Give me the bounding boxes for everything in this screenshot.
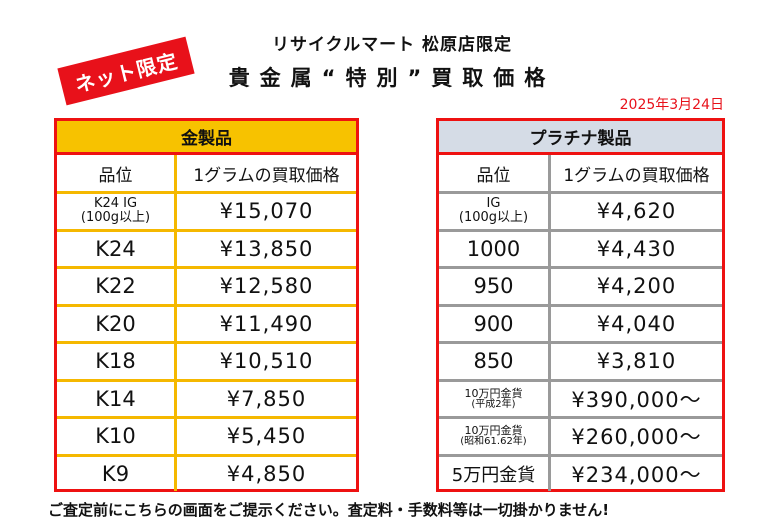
- price-cell: ¥234,000〜: [571, 462, 702, 487]
- table-row: 10万円金貨 (平成2年) ¥390,000〜: [439, 378, 722, 416]
- platinum-price-table: プラチナ製品 品位 1グラムの買取価格 IG (100g以上) ¥4,620 10…: [436, 118, 725, 492]
- price-column-header: 1グラムの買取価格: [563, 165, 710, 186]
- grade-cell: K10: [57, 419, 177, 454]
- table-row: K22 ¥12,580: [57, 266, 356, 304]
- grade-column-header: 品位: [439, 155, 551, 191]
- grade-cell: K24: [57, 231, 177, 266]
- grade-cell: K9: [57, 456, 177, 491]
- grade-cell: K22: [57, 269, 177, 304]
- table-row: 5万円金貨 ¥234,000〜: [439, 453, 722, 491]
- price-cell: ¥260,000〜: [571, 425, 702, 450]
- grade-cell: K20: [57, 306, 177, 341]
- table-row: K9 ¥4,850: [57, 453, 356, 491]
- grade-cell: 1000: [439, 231, 551, 266]
- grade-cell: 950: [439, 269, 551, 304]
- price-cell: ¥10,510: [219, 349, 314, 374]
- table-row: K10 ¥5,450: [57, 416, 356, 454]
- table-row: 950 ¥4,200: [439, 266, 722, 304]
- table-row: 850 ¥3,810: [439, 341, 722, 379]
- grade-cell: 10万円金貨 (平成2年): [439, 381, 551, 416]
- price-cell: ¥4,200: [596, 274, 677, 299]
- footer-notice: ご査定前にこちらの画面をご提示ください。査定料・手数料等は一切掛かりません!: [48, 501, 610, 519]
- grade-cell: K14: [57, 381, 177, 416]
- table-row: K24 ¥13,850: [57, 228, 356, 266]
- grade-cell: 10万円金貨 (昭和61.62年): [439, 419, 551, 454]
- price-cell: ¥13,850: [219, 236, 314, 261]
- price-cell: ¥11,490: [219, 311, 314, 336]
- platinum-column-header: 品位 1グラムの買取価格: [439, 155, 722, 191]
- grade-cell: K24 IG (100g以上): [57, 194, 177, 229]
- shop-title: リサイクルマート 松原店限定: [271, 35, 513, 55]
- grade-cell: IG (100g以上): [439, 194, 551, 229]
- price-cell: ¥4,040: [596, 311, 677, 336]
- gold-column-header: 品位 1グラムの買取価格: [57, 155, 356, 191]
- table-row: K24 IG (100g以上) ¥15,070: [57, 191, 356, 229]
- table-row: K20 ¥11,490: [57, 303, 356, 341]
- platinum-table-title: プラチナ製品: [439, 121, 722, 155]
- table-row: 10万円金貨 (昭和61.62年) ¥260,000〜: [439, 416, 722, 454]
- grade-cell: K18: [57, 344, 177, 379]
- price-cell: ¥4,620: [596, 199, 677, 224]
- price-cell: ¥12,580: [219, 274, 314, 299]
- price-date: 2025年3月24日: [619, 97, 724, 113]
- price-cell: ¥5,450: [226, 424, 307, 449]
- grade-cell: 900: [439, 306, 551, 341]
- grade-column-header: 品位: [57, 155, 177, 191]
- table-row: K14 ¥7,850: [57, 378, 356, 416]
- grade-cell: 850: [439, 344, 551, 379]
- price-cell: ¥3,810: [596, 349, 677, 374]
- price-column-header: 1グラムの買取価格: [193, 165, 340, 186]
- price-cell: ¥390,000〜: [571, 387, 702, 412]
- price-cell: ¥4,850: [226, 461, 307, 486]
- price-cell: ¥4,430: [596, 236, 677, 261]
- price-cell: ¥15,070: [219, 199, 314, 224]
- table-row: 1000 ¥4,430: [439, 228, 722, 266]
- gold-table-title: 金製品: [57, 121, 356, 155]
- table-row: IG (100g以上) ¥4,620: [439, 191, 722, 229]
- price-cell: ¥7,850: [226, 386, 307, 411]
- gold-price-table: 金製品 品位 1グラムの買取価格 K24 IG (100g以上) ¥15,070 …: [54, 118, 359, 492]
- grade-cell: 5万円金貨: [439, 456, 551, 491]
- table-row: K18 ¥10,510: [57, 341, 356, 379]
- table-row: 900 ¥4,040: [439, 303, 722, 341]
- page-title: 貴金属“特別”買取価格: [228, 66, 556, 90]
